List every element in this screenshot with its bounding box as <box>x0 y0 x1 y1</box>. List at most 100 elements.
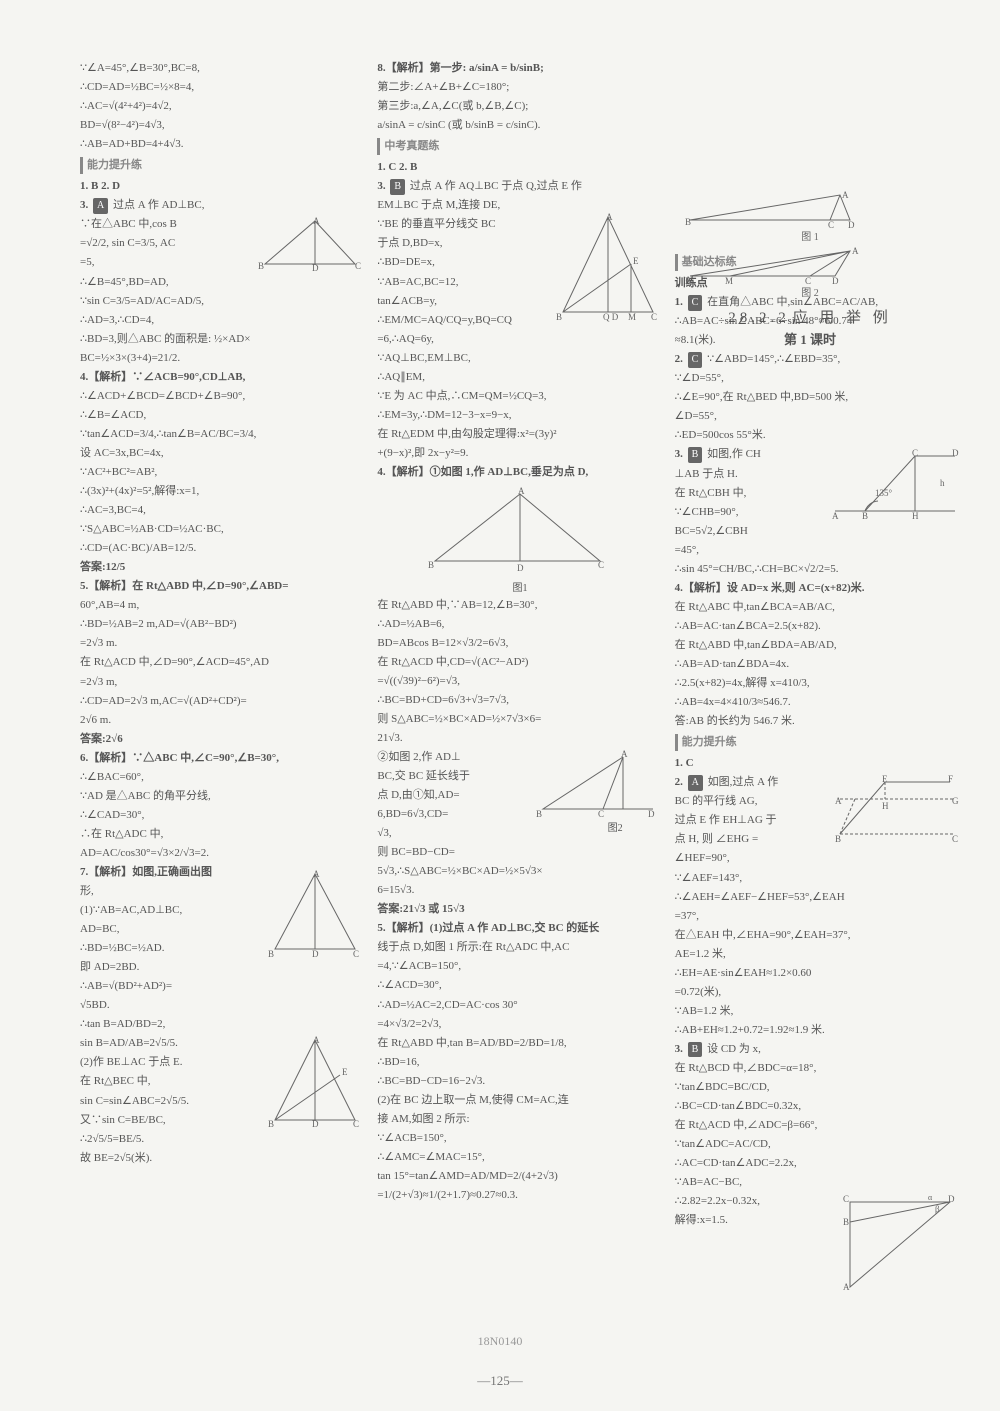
text-line: =37°, <box>675 908 960 925</box>
svg-text:C: C <box>843 1194 849 1204</box>
text-line: 即 AD=2BD. <box>80 959 365 976</box>
svg-text:B: B <box>536 809 542 819</box>
text-line: ∵∠D=55°, <box>675 370 960 387</box>
svg-text:C: C <box>598 560 604 570</box>
svg-text:h: h <box>940 478 945 488</box>
text-line: =√((√39)²−6²)=√3, <box>377 673 662 690</box>
text-line: ∠D=55°, <box>675 408 960 425</box>
text-line: ∵AB=AC−BC, <box>675 1174 960 1191</box>
text-line: 在 Rt△ABD 中,tan∠BDA=AB/AD, <box>675 637 960 654</box>
svg-text:A: A <box>621 749 628 759</box>
svg-text:A: A <box>852 246 859 256</box>
page-number: —125— <box>0 1371 1000 1391</box>
text-line: AD=AC/cos30°=√3×2/√3=2. <box>80 845 365 862</box>
svg-text:E: E <box>882 774 888 784</box>
svg-text:M: M <box>628 312 636 322</box>
text-line: ∴2√5/5=BE/5. <box>80 1131 365 1148</box>
text-line: 在 Rt△ACD 中,CD=√(AC²−AD²) <box>377 654 662 671</box>
text-line: ∴AC=CD·tan∠ADC=2.2x, <box>675 1155 960 1172</box>
header-diagram-1: B C D A <box>680 190 860 230</box>
svg-text:A: A <box>832 511 839 521</box>
svg-text:E: E <box>342 1067 348 1077</box>
text-line: 答:AB 的长约为 546.7 米. <box>675 713 960 730</box>
q8-line: 8.【解析】第一步: a/sinA = b/sinB; <box>377 60 662 77</box>
text-line: 2√6 m. <box>80 712 365 729</box>
q4-line: 4.【解析】①如图 1,作 AD⊥BC,垂足为点 D, <box>377 464 662 481</box>
text-line: =2√3 m. <box>80 635 365 652</box>
text-line: ∵tan∠BDC=BC/CD, <box>675 1079 960 1096</box>
text-line: BD=√(8²−4²)=4√3, <box>80 117 365 134</box>
text-line: BC=5√2,∠CBH <box>675 523 960 540</box>
text-line: ∴BD=3,则△ABC 的面积是: ½×AD× <box>80 331 365 348</box>
text-line: ∴CD=(AC·BC)/AB=12/5. <box>80 540 365 557</box>
answer-badge: B <box>390 179 405 195</box>
svg-text:D: D <box>312 1119 319 1129</box>
text-line: ∴(3x)²+(4x)²=5²,解得:x=1, <box>80 483 365 500</box>
section-header-block: B C D A 图 1 B M C D A 图 2 28.2.2 应 用 举 例… <box>680 190 940 350</box>
q-num: 3. <box>675 1043 683 1055</box>
q-num: 3. <box>377 180 385 192</box>
text-line: ∴∠ACD=30°, <box>377 977 662 994</box>
svg-text:C: C <box>353 1119 359 1129</box>
answer-line: 1. C <box>675 755 960 772</box>
text-line: ∴CD=AD=½BC=½×8=4, <box>80 79 365 96</box>
answer-badge: A <box>93 198 108 214</box>
text-line: ∴AD=3,∴CD=4, <box>80 312 365 329</box>
text-line: ∴BC=BD+CD=6√3+√3=7√3, <box>377 692 662 709</box>
text-line: ∴在 Rt△ADC 中, <box>80 826 365 843</box>
text-line: ∴EM=3y,∴DM=12−3−x=9−x, <box>377 407 662 424</box>
svg-text:135°: 135° <box>875 488 893 498</box>
text-line: ∴AB=AC·tan∠BCA=2.5(x+82). <box>675 618 960 635</box>
column-3: 基础达标练 训练点 1. C 在直角△ABC 中,sin∠ABC=AC/AB, … <box>675 250 960 1231</box>
answer-line: 答案:12/5 <box>80 559 365 576</box>
svg-text:G: G <box>952 796 959 806</box>
text-line: ∴∠B=45°,BD=AD, <box>80 274 365 291</box>
text-line: ∴∠BAC=60°, <box>80 769 365 786</box>
text-line: ∵∠A=45°,∠B=30°,BC=8, <box>80 60 365 77</box>
svg-text:C: C <box>828 220 834 230</box>
text-line: ∴sin 45°=CH/BC,∴CH=BC×√2/2=5. <box>675 561 960 578</box>
text-line: (2)在 BC 边上取一点 M,使得 CM=AC,连 <box>377 1092 662 1109</box>
text-line: ∴AC=√(4²+4²)=4√2, <box>80 98 365 115</box>
svg-text:C: C <box>651 312 657 322</box>
text-line: ∴AB+EH≈1.2+0.72=1.92≈1.9 米. <box>675 1022 960 1039</box>
text-line: ∵AD 是△ABC 的角平分线, <box>80 788 365 805</box>
triangle-diagram-1: A B D C <box>255 216 365 271</box>
svg-text:B: B <box>843 1217 849 1227</box>
text-line: ∴AQ∥EM, <box>377 369 662 386</box>
text-line: 线于点 D,如图 1 所示:在 Rt△ADC 中,AC <box>377 939 662 956</box>
text-line: 第二步:∠A+∠B+∠C=180°; <box>377 79 662 96</box>
svg-text:D: D <box>848 220 855 230</box>
angle-diagram: A B H C D 135° h <box>830 446 960 521</box>
text-line: ∴AD=½AC=2,CD=AC·cos 30° <box>377 997 662 1014</box>
text-line: ∴BC=CD·tan∠BDC=0.32x, <box>675 1098 960 1115</box>
text-line: ∴∠E=90°,在 Rt△BED 中,BD=500 米, <box>675 389 960 406</box>
svg-text:F: F <box>948 774 953 784</box>
section-title: 应 用 举 例 <box>792 310 891 326</box>
text-line: ∴BD=16, <box>377 1054 662 1071</box>
svg-text:B: B <box>268 949 274 959</box>
text-line: ∴AB=AD+BD=4+4√3. <box>80 136 365 153</box>
text-line: ∵AC²+BC²=AB², <box>80 464 365 481</box>
text-line: ∵S△ABC=½AB·CD=½AC·BC, <box>80 521 365 538</box>
text-line: ∵tan∠ADC=AC/CD, <box>675 1136 960 1153</box>
text-line: =1/(2+√3)≈1/(2+1.7)≈0.27≈0.3. <box>377 1187 662 1204</box>
svg-text:β: β <box>935 1204 940 1214</box>
text-line: ∴BD=½AB=2 m,AD=√(AB²−BD²) <box>80 616 365 633</box>
text-line: 接 AM,如图 2 所示: <box>377 1111 662 1128</box>
text-line: ∴tan B=AD/BD=2, <box>80 1016 365 1033</box>
text-line: 则 BC=BD−CD= <box>377 844 662 861</box>
q-text: 如图,过点 A 作 <box>708 776 779 788</box>
text-line: ∴∠AEH=∠AEF−∠HEF=53°,∠EAH <box>675 889 960 906</box>
text-line: =45°, <box>675 542 960 559</box>
text-line: 第三步:a,∠A,∠C(或 b,∠B,∠C); <box>377 98 662 115</box>
text-line: ∴BC=BD−CD=16−2√3. <box>377 1073 662 1090</box>
text-line: 21√3. <box>377 730 662 747</box>
text-line: ∴AB=AD·tan∠BDA=4x. <box>675 656 960 673</box>
text-line: 在 Rt△ACD 中,∠D=90°,∠ACD=45°,AD <box>80 654 365 671</box>
fig1-label: 图1 <box>377 581 662 597</box>
svg-text:E: E <box>633 256 639 266</box>
text-line: 在 Rt△ACD 中,∠ADC=β=66°, <box>675 1117 960 1134</box>
svg-text:A: A <box>518 486 525 496</box>
text-line: ∴∠CAD=30°, <box>80 807 365 824</box>
